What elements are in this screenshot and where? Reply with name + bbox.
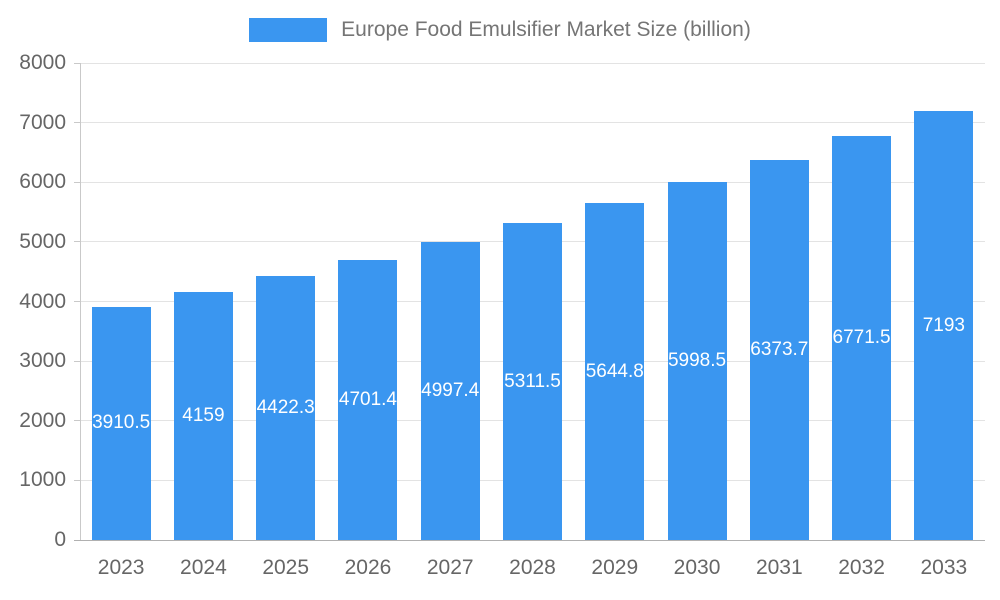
y-axis-tick-label: 7000	[19, 110, 66, 134]
y-axis-tick-label: 5000	[19, 229, 66, 253]
y-tick-mark	[74, 301, 80, 302]
bar-value-label: 7193	[922, 314, 965, 336]
y-axis-tick-label: 8000	[19, 51, 66, 74]
legend[interactable]: Europe Food Emulsifier Market Size (bill…	[0, 16, 1000, 44]
y-axis-tick-label: 4000	[19, 289, 66, 313]
bar	[749, 159, 809, 540]
bar-value-label: 4701.4	[338, 388, 398, 410]
y-gridline	[80, 181, 985, 183]
legend-swatch[interactable]	[249, 18, 328, 42]
bar-value-label: 3910.5	[92, 412, 151, 434]
bar	[338, 259, 398, 540]
y-tick-mark	[74, 479, 80, 481]
bar	[914, 111, 974, 540]
x-axis-tick-label: 2028	[509, 556, 556, 579]
bar-value-label: 6373.7	[750, 338, 809, 360]
y-axis-tick-label: 6000	[19, 170, 66, 194]
y-tick-mark	[74, 360, 80, 362]
y-axis-tick-label: 1000	[19, 468, 66, 492]
y-tick-mark	[74, 420, 80, 422]
x-axis-tick-label: 2027	[426, 556, 474, 579]
bar	[91, 306, 151, 540]
x-axis-tick-label: 2030	[673, 556, 721, 579]
x-axis-tick-label: 2023	[97, 556, 145, 579]
y-gridline	[80, 62, 985, 64]
bar-value-label: 4997.4	[421, 380, 480, 401]
bar-value-label: 5311.5	[504, 370, 561, 392]
bar	[503, 223, 562, 540]
x-axis-tick-label: 2024	[180, 556, 227, 579]
bar	[585, 203, 645, 540]
y-tick-mark	[74, 122, 80, 124]
x-axis-tick-label: 2031	[755, 556, 803, 579]
x-axis-tick-label: 2026	[344, 556, 392, 579]
bar	[173, 292, 233, 540]
bar-value-label: 4422.3	[256, 397, 315, 419]
y-axis-line	[80, 63, 81, 540]
bar	[420, 242, 480, 540]
bar-value-label: 6771.5	[832, 327, 891, 349]
x-axis-line	[74, 539, 985, 541]
x-axis-tick-label: 2025	[262, 556, 310, 579]
x-axis-tick-label: 2032	[838, 556, 885, 579]
bar	[256, 276, 316, 540]
y-tick-mark	[74, 62, 80, 64]
y-gridline	[80, 122, 985, 124]
legend-label[interactable]: Europe Food Emulsifier Market Size (bill…	[341, 18, 751, 41]
bar	[832, 136, 892, 540]
y-axis-tick-label: 0	[54, 528, 66, 551]
bar-value-label: 5644.8	[585, 360, 644, 382]
bar-value-label: 4159	[182, 405, 225, 426]
bar	[667, 182, 727, 540]
bar-value-label: 5998.5	[667, 350, 727, 372]
y-tick-mark	[74, 241, 80, 243]
x-axis-tick-label: 2033	[920, 556, 968, 579]
y-axis-tick-label: 3000	[19, 349, 66, 373]
x-axis-tick-label: 2029	[591, 556, 639, 579]
y-tick-mark	[74, 181, 80, 183]
y-axis-tick-label: 2000	[19, 408, 66, 432]
